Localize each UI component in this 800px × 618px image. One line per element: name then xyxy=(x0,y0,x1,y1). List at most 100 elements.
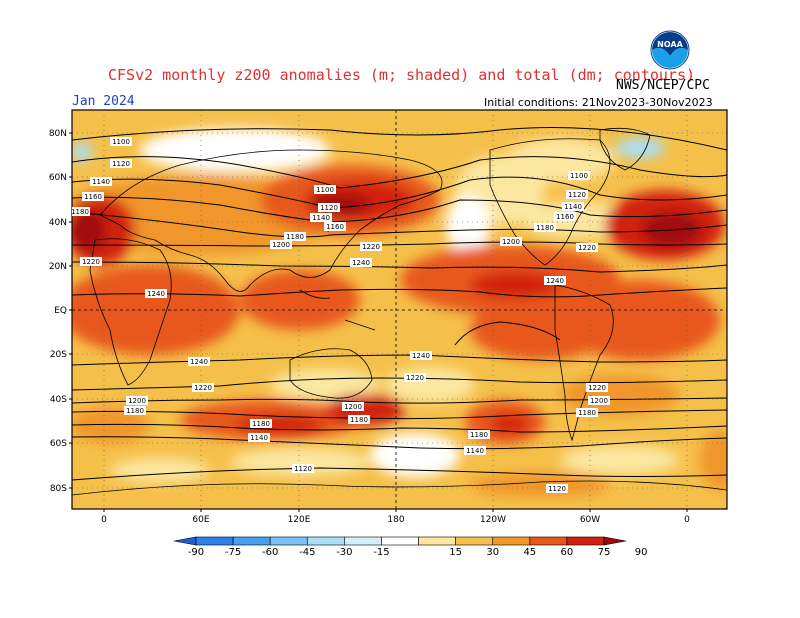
colorbar-tick-label: 30 xyxy=(486,547,499,558)
lat-label: 80S xyxy=(50,484,67,494)
svg-text:1180: 1180 xyxy=(350,416,368,424)
lat-label: 40S xyxy=(50,395,67,405)
svg-text:1240: 1240 xyxy=(352,259,370,267)
svg-text:1100: 1100 xyxy=(112,138,130,146)
svg-text:1220: 1220 xyxy=(82,258,100,266)
lon-label: 120W xyxy=(480,515,506,525)
svg-text:1120: 1120 xyxy=(112,160,130,168)
colorbar-low-arrow xyxy=(173,536,197,546)
svg-text:1160: 1160 xyxy=(556,213,574,221)
contour-label: 1180 xyxy=(250,419,272,428)
contour-label: 1180 xyxy=(284,232,306,241)
lon-label: 0 xyxy=(684,515,690,525)
svg-text:1100: 1100 xyxy=(570,172,588,180)
lon-axis: 0 60E 120E 180 120W 60W 0 xyxy=(101,515,690,525)
svg-text:1140: 1140 xyxy=(564,203,582,211)
lat-label: 20N xyxy=(49,262,67,272)
contour-label: 1200 xyxy=(588,396,610,405)
contour-label: 1120 xyxy=(546,484,568,493)
colorbar-swatch xyxy=(381,536,419,546)
contour-label: 1180 xyxy=(348,415,370,424)
svg-text:1200: 1200 xyxy=(272,241,290,249)
contour-label: 1180 xyxy=(534,223,556,232)
colorbar-swatch xyxy=(306,536,345,546)
colorbar-swatch xyxy=(566,536,605,546)
svg-text:1240: 1240 xyxy=(546,277,564,285)
colorbar-swatch xyxy=(492,536,531,546)
svg-text:1140: 1140 xyxy=(312,214,330,222)
colorbar-tick-label: 15 xyxy=(449,547,462,558)
svg-text:1120: 1120 xyxy=(568,191,586,199)
contour-label: 1240 xyxy=(350,258,372,267)
colorbar-tick-label: -15 xyxy=(373,547,389,558)
contour-label: 1160 xyxy=(324,222,346,231)
svg-text:1200: 1200 xyxy=(128,397,146,405)
colorbar-tick-label: -60 xyxy=(262,547,278,558)
lon-label: 120E xyxy=(288,515,311,525)
svg-text:1220: 1220 xyxy=(588,384,606,392)
contour-label: 1220 xyxy=(360,242,382,251)
svg-text:1140: 1140 xyxy=(250,434,268,442)
lat-label: 20S xyxy=(50,350,67,360)
contour-label: 1100 xyxy=(314,185,336,194)
map-title: CFSv2 monthly z200 anomalies (m; shaded)… xyxy=(108,66,695,84)
contour-label: 1200 xyxy=(342,402,364,411)
colorbar-tick-label: 45 xyxy=(523,547,536,558)
contour-label: 1100 xyxy=(110,137,132,146)
svg-text:1220: 1220 xyxy=(406,374,424,382)
colorbar-tick-label: 60 xyxy=(561,547,574,558)
contour-label: 1120 xyxy=(318,203,340,212)
svg-text:1240: 1240 xyxy=(412,352,430,360)
contour-label: 1220 xyxy=(80,257,102,266)
agency-label: NWS/NCEP/CPC xyxy=(616,78,710,93)
lon-label: 60E xyxy=(192,515,209,525)
contour-label: 1120 xyxy=(292,464,314,473)
svg-text:1180: 1180 xyxy=(286,233,304,241)
colorbar-swatch xyxy=(232,536,271,546)
colorbar-tick-label: 90 xyxy=(635,547,648,558)
svg-text:1240: 1240 xyxy=(147,290,165,298)
svg-text:1120: 1120 xyxy=(294,465,312,473)
lat-lon-grid xyxy=(72,110,727,509)
colorbar-tick-label: 75 xyxy=(598,547,611,558)
contour-label: 1100 xyxy=(568,171,590,180)
svg-text:1180: 1180 xyxy=(71,208,89,216)
contour-label: 1160 xyxy=(82,192,104,201)
lat-label: 40N xyxy=(49,218,67,228)
contour-label: 1200 xyxy=(500,237,522,246)
contour-label: 1220 xyxy=(404,373,426,382)
lon-label: 180 xyxy=(387,515,404,525)
valid-month: Jan 2024 xyxy=(72,94,135,109)
colorbar-swatch xyxy=(529,536,568,546)
contour-label: 1220 xyxy=(586,383,608,392)
svg-text:1180: 1180 xyxy=(536,224,554,232)
colorbar-swatch xyxy=(269,536,308,546)
svg-text:1100: 1100 xyxy=(316,186,334,194)
colorbar-high-arrow xyxy=(603,536,627,546)
lon-label: 0 xyxy=(101,515,107,525)
svg-text:1180: 1180 xyxy=(470,431,488,439)
colorbar-swatch xyxy=(344,536,382,546)
lat-label: 80N xyxy=(49,129,67,139)
lat-label: EQ xyxy=(54,306,67,316)
contour-label: 1240 xyxy=(145,289,167,298)
contour-label: 1140 xyxy=(90,177,112,186)
svg-text:1180: 1180 xyxy=(252,420,270,428)
contour-label: 1140 xyxy=(562,202,584,211)
initial-conditions: Initial conditions: 21Nov2023-30Nov2023 xyxy=(484,96,713,109)
svg-text:1200: 1200 xyxy=(344,403,362,411)
contour-label: 1240 xyxy=(188,357,210,366)
colorbar-tick-label: -30 xyxy=(336,547,352,558)
contour-label: 1140 xyxy=(464,446,486,455)
svg-text:1140: 1140 xyxy=(92,178,110,186)
svg-text:NOAA: NOAA xyxy=(657,40,683,49)
contour-label: 1220 xyxy=(576,243,598,252)
svg-text:1120: 1120 xyxy=(320,204,338,212)
contour-label: 1140 xyxy=(310,213,332,222)
contour-label: 1180 xyxy=(468,430,490,439)
contour-label: 1120 xyxy=(110,159,132,168)
contour-label: 1180 xyxy=(124,406,146,415)
colorbar-swatch xyxy=(195,536,234,546)
lat-label: 60S xyxy=(50,439,67,449)
svg-text:1160: 1160 xyxy=(326,223,344,231)
